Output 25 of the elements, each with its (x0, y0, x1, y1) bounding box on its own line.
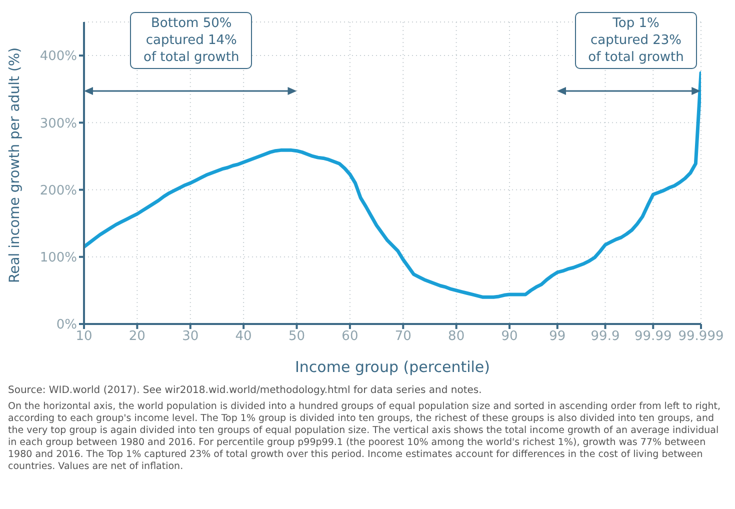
x-tick-label: 90 (501, 329, 518, 344)
y-axis-title: Real income growth per adult (%) (6, 47, 23, 283)
x-tick-label: 99.9 (590, 329, 620, 344)
y-tick-label: 200% (40, 183, 77, 198)
annotation: Top 1% captured 23% of total growth (576, 15, 696, 66)
x-tick-label: 20 (128, 329, 146, 344)
x-tick-label: 99.999 (678, 329, 724, 344)
x-tick-label: 99.99 (634, 329, 672, 344)
x-tick-label: 70 (394, 329, 412, 344)
x-tick-label: 80 (448, 329, 465, 344)
annotation: Bottom 50% captured 14% of total growth (131, 15, 252, 66)
x-tick-label: 60 (342, 329, 358, 344)
y-tick-label: 300% (40, 116, 77, 132)
x-tick-label: 99 (549, 329, 566, 344)
x-tick-label: 30 (182, 329, 199, 344)
y-tick-label: 0% (56, 318, 77, 333)
x-tick-label: 40 (235, 329, 252, 344)
line-series (84, 71, 701, 299)
text: On the horizontal axis, the world population is divided into a hundred groups of equal population size and sorted in ascending order from left to right, according to each group's income level. The Top 1% group is divided into ten groups, the richest of these groups is also divided into ten groups, and the very top group is again divided into ten groups of equal population size. The vertical axis shows the total income growth of an average individual in each group between 1980 and 2016. For percentile group p99p99.1 (the poorest 10% among the world's richest 1%), growth was 77% between 1980 and 2016. The Top 1% captured 23% of total growth over this period. Income estimates account for differences in the cost of living between countries. Values are net of inflation. (8, 401, 722, 473)
source-note: Source: WID.world (2017). See wir2018.wid.world/methodology.html for data series and notes. (8, 384, 483, 397)
y-tick-label: 400% (40, 49, 77, 64)
x-tick-label: 50 (288, 329, 306, 344)
y-tick-label: 100% (40, 250, 77, 266)
x-tick-label: 10 (76, 329, 92, 344)
x-axis-title: Income group (percentile) (294, 358, 490, 376)
